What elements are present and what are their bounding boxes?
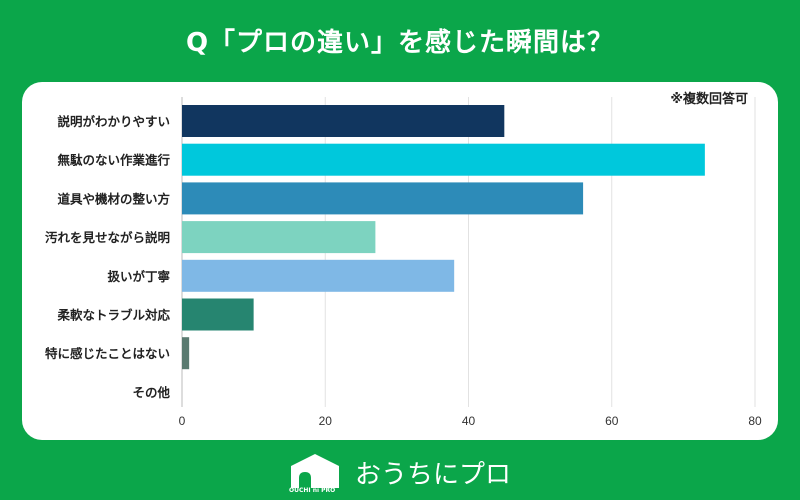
page-title: Q「プロの違い」を感じた瞬間は？	[185, 28, 615, 58]
x-tick-label: 60	[605, 414, 619, 428]
category-label: 無駄のない作業進行	[57, 153, 170, 168]
x-tick-label: 40	[462, 414, 476, 428]
bar	[182, 182, 584, 215]
x-tick-label: 20	[319, 414, 333, 428]
category-label: 汚れを見せながら説明	[45, 230, 170, 245]
bar	[182, 105, 505, 137]
brand-name: おうちにプロ	[354, 459, 511, 490]
category-label: 道具や機材の整い方	[57, 191, 170, 206]
category-label: 説明がわかりやすい	[57, 114, 170, 129]
logo-subtext: OUCHI ni PRO	[288, 487, 336, 494]
bar	[182, 143, 705, 176]
house-logo-icon: OUCHI ni PRO	[289, 452, 341, 494]
category-label: その他	[132, 385, 170, 400]
x-tick-label: 80	[748, 414, 762, 428]
category-label: 扱いが丁寧	[107, 269, 170, 284]
x-tick-label: 0	[179, 414, 186, 428]
category-label: 特に感じたことはない	[45, 346, 170, 361]
bar-chart: 0 20 40 60 80 説明がわかりやすい無駄のない作業進行道具や機材の整い方汚れを見…	[45, 97, 762, 428]
category-label: 柔軟なトラブル対応	[56, 308, 170, 323]
bar	[182, 221, 376, 254]
footer-logo: OUCHI ni PRO おうちにプロ	[0, 452, 800, 494]
bar	[182, 337, 190, 370]
chart-card: ※複数回答可 0 20 40 60 80 説明がわかりやすい 無駄のない作業進行 道具や機材の…	[22, 82, 778, 440]
multiple-answers-note: ※複数回答可	[670, 92, 748, 107]
bar	[182, 298, 254, 331]
bar	[182, 259, 455, 292]
